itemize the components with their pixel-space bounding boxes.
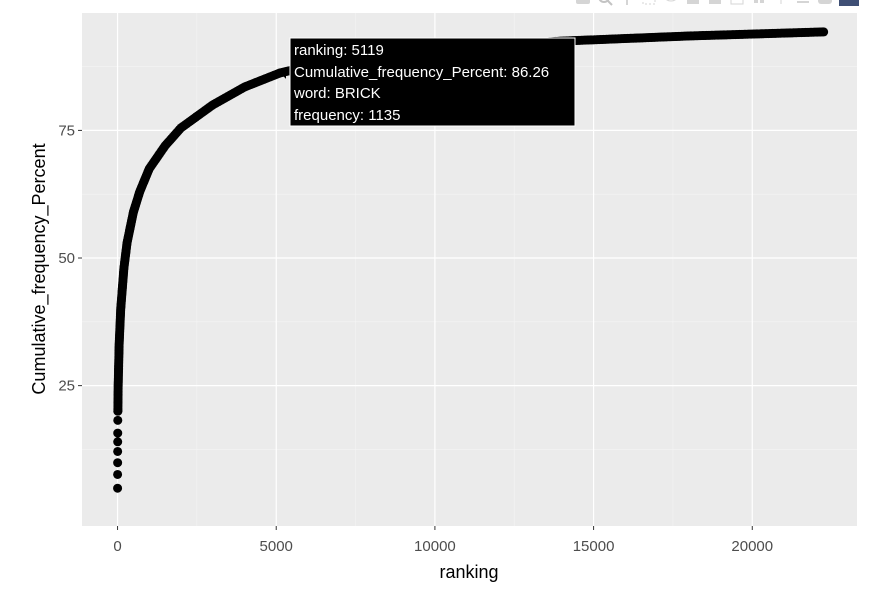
spike-lines-icon[interactable] xyxy=(773,0,789,6)
x-tick-label: 10000 xyxy=(414,538,456,555)
y-tick-label: 25 xyxy=(58,378,75,395)
lasso-icon[interactable] xyxy=(663,0,679,6)
camera-icon[interactable] xyxy=(575,0,591,6)
zoom-out-icon[interactable] xyxy=(707,0,723,6)
data-points xyxy=(113,27,829,493)
x-tick-label: 5000 xyxy=(260,538,293,555)
zoom-in-icon[interactable] xyxy=(685,0,701,6)
x-tick-label: 20000 xyxy=(731,538,773,555)
hover-tooltip-arrow xyxy=(280,66,287,79)
y-tick-label: 75 xyxy=(58,122,75,139)
autoscale-icon[interactable] xyxy=(729,0,745,6)
x-tick-label: 0 xyxy=(113,538,121,555)
hover-compare-icon[interactable] xyxy=(817,0,833,6)
hover-line-word: word: BRICK xyxy=(293,85,381,102)
x-tick-label: 15000 xyxy=(573,538,615,555)
data-point xyxy=(113,458,123,468)
data-point xyxy=(113,483,123,493)
hover-line-frequency: frequency: 1135 xyxy=(294,107,400,124)
hover-closest-icon[interactable] xyxy=(795,0,811,6)
hover-tooltip-box xyxy=(289,37,576,127)
y-tick-label: 50 xyxy=(58,250,75,267)
pan-icon[interactable] xyxy=(619,0,635,6)
x-axis-title: ranking xyxy=(439,562,498,582)
hover-tooltip: ranking: 5119 Cumulative_frequency_Perce… xyxy=(280,37,576,127)
reset-axes-icon[interactable] xyxy=(751,0,767,6)
data-point xyxy=(819,27,829,37)
modebar xyxy=(575,0,859,6)
y-axis-title: Cumulative_frequency_Percent xyxy=(29,143,50,394)
zoom-icon[interactable] xyxy=(597,0,613,6)
data-point xyxy=(113,415,123,425)
box-select-icon[interactable] xyxy=(641,0,657,6)
hover-line-cumulative: Cumulative_frequency_Percent: 86.26 xyxy=(294,64,549,81)
plotly-logo[interactable] xyxy=(839,0,859,6)
y-axis-ticks: 25 50 75 xyxy=(58,122,82,395)
data-point xyxy=(113,446,123,456)
data-point xyxy=(113,437,123,447)
data-point xyxy=(113,428,123,438)
x-axis-ticks: 0 5000 10000 15000 20000 xyxy=(113,526,773,555)
major-gridlines xyxy=(82,13,857,526)
data-point xyxy=(113,469,123,479)
hover-line-ranking: ranking: 5119 xyxy=(294,42,384,59)
